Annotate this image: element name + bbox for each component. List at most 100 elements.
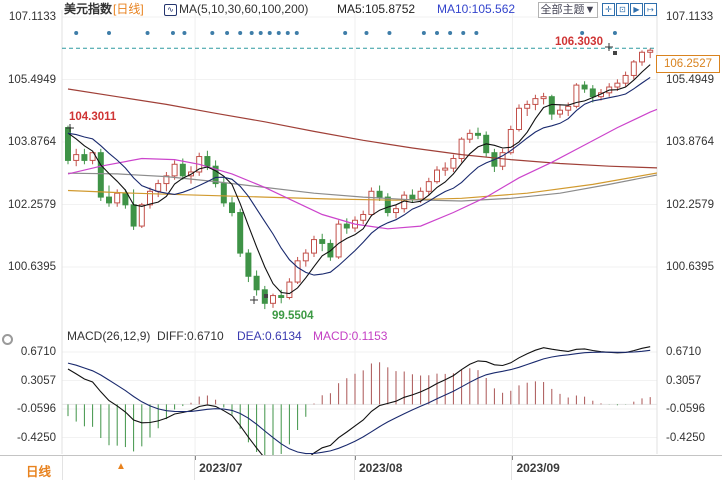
candle-body xyxy=(270,295,276,304)
macd-value-label: MACD:0.1153 xyxy=(313,329,388,343)
candles-layer xyxy=(65,48,654,310)
symbol-title: 美元指数 xyxy=(64,2,113,16)
candle-body xyxy=(73,154,80,161)
jump-to-latest-icon[interactable]: ↦ xyxy=(644,3,657,16)
y-axis-label-left: 105.4949 xyxy=(8,73,56,86)
y-axis-label-left: 102.2579 xyxy=(8,198,56,211)
footer-divider xyxy=(511,456,513,480)
y-axis-label-left: 107.1133 xyxy=(8,11,56,23)
macd-axis-label-left: -0.4250 xyxy=(16,431,56,444)
candle-body xyxy=(220,183,227,204)
all-themes-dropdown[interactable]: 全部主题▼ xyxy=(538,2,598,18)
event-marker-dot[interactable] xyxy=(474,31,479,35)
macd-layer xyxy=(67,346,651,455)
event-marker-dot[interactable] xyxy=(74,31,79,35)
event-marker-dot[interactable] xyxy=(448,31,453,35)
macd-axis-label-left: -0.0596 xyxy=(16,403,56,415)
dea-value-label: DEA:0.6134 xyxy=(237,329,302,343)
ma200-line xyxy=(67,88,657,169)
ma100-line xyxy=(67,172,657,201)
month-tick xyxy=(195,456,197,460)
event-marker-dot[interactable] xyxy=(580,31,585,35)
ma-settings-label: MA(5,10,30,60,100,200) xyxy=(179,2,309,16)
event-marker-dot[interactable] xyxy=(238,31,243,35)
macd-axis-label-left: 0.3057 xyxy=(20,374,56,387)
event-marker-dot[interactable] xyxy=(285,31,290,35)
candle-body xyxy=(614,82,621,88)
event-marker-dot[interactable] xyxy=(182,31,187,35)
event-marker-dot[interactable] xyxy=(364,31,369,35)
candle-body xyxy=(278,295,285,299)
indicator-chart-icon: ∿ xyxy=(164,4,177,16)
pan-crosshair-icon[interactable]: ✛ xyxy=(602,3,615,16)
period-selector[interactable]: 日线 xyxy=(26,465,52,479)
candle-body xyxy=(516,107,522,131)
candle-body xyxy=(171,163,178,177)
candle-body xyxy=(647,49,654,53)
gridlines xyxy=(61,10,658,454)
candle-body xyxy=(639,51,645,63)
candle-body xyxy=(65,127,71,161)
event-marker-dot[interactable] xyxy=(343,31,348,35)
event-marker-dot[interactable] xyxy=(170,31,175,35)
candle-body xyxy=(581,84,588,90)
event-marker-dot[interactable] xyxy=(258,31,263,35)
period-expand-icon[interactable]: ▲ xyxy=(116,461,126,472)
event-marker-dot[interactable] xyxy=(145,31,150,35)
candle-body xyxy=(319,239,326,244)
y-axis-label-right: 103.8764 xyxy=(666,136,714,148)
indicator-settings-icon[interactable] xyxy=(2,334,13,345)
candle-body xyxy=(302,252,309,262)
ma30-line xyxy=(67,108,657,230)
candle-body xyxy=(335,223,342,258)
candle-body xyxy=(89,152,96,161)
ma10-line xyxy=(67,76,651,276)
event-marker-dot[interactable] xyxy=(421,31,426,35)
playback-icon[interactable]: ▶ xyxy=(630,3,643,16)
event-marker-dot[interactable] xyxy=(210,31,215,35)
candle-body xyxy=(368,190,375,215)
candle-body xyxy=(532,98,539,105)
high-annotation: 106.3030 xyxy=(555,36,603,48)
candle-body xyxy=(376,190,383,198)
x-axis-date-label: 2023/08 xyxy=(359,461,403,475)
footer-divider xyxy=(354,456,355,480)
event-marker-dot[interactable] xyxy=(461,31,466,35)
time-axis-bar: 日线 ▲ 2023/07 2023/08 2023/09 xyxy=(0,455,722,480)
candle-body xyxy=(557,109,563,115)
candle-body xyxy=(384,196,391,214)
candle-body xyxy=(179,163,186,177)
anchor-square-marker xyxy=(613,51,617,55)
event-marker-dot[interactable] xyxy=(267,31,272,35)
first-high-annotation: 104.3011 xyxy=(69,111,117,123)
auto-scale-icon[interactable]: ⊡ xyxy=(616,3,629,16)
low-annotation: 99.5504 xyxy=(272,310,314,322)
macd-axis-label-right: -0.4250 xyxy=(666,431,706,444)
month-tick xyxy=(512,456,514,460)
event-marker-dot[interactable] xyxy=(276,31,281,35)
candle-body xyxy=(573,84,580,107)
candle-body xyxy=(622,74,629,84)
candle-body xyxy=(237,212,244,254)
ma5-line xyxy=(67,64,651,295)
candle-body xyxy=(114,192,121,204)
candle-body xyxy=(229,202,235,214)
candle-body xyxy=(565,105,572,111)
event-marker-dot[interactable] xyxy=(294,31,299,35)
footer-divider xyxy=(194,456,196,480)
event-marker-dot[interactable] xyxy=(249,31,254,35)
candle-body xyxy=(294,260,301,283)
candle-body xyxy=(245,252,252,277)
candle-body xyxy=(253,275,260,291)
candle-body xyxy=(524,103,531,109)
candle-body xyxy=(507,129,514,154)
y-axis-label-left: 103.8764 xyxy=(8,136,56,148)
x-axis-date-label: 2023/07 xyxy=(199,461,243,475)
event-marker-dot[interactable] xyxy=(225,31,230,35)
event-marker-dot[interactable] xyxy=(612,31,617,35)
event-marker-dot[interactable] xyxy=(435,31,439,35)
event-marker-dot[interactable] xyxy=(387,31,392,35)
event-marker-dot[interactable] xyxy=(107,31,111,35)
